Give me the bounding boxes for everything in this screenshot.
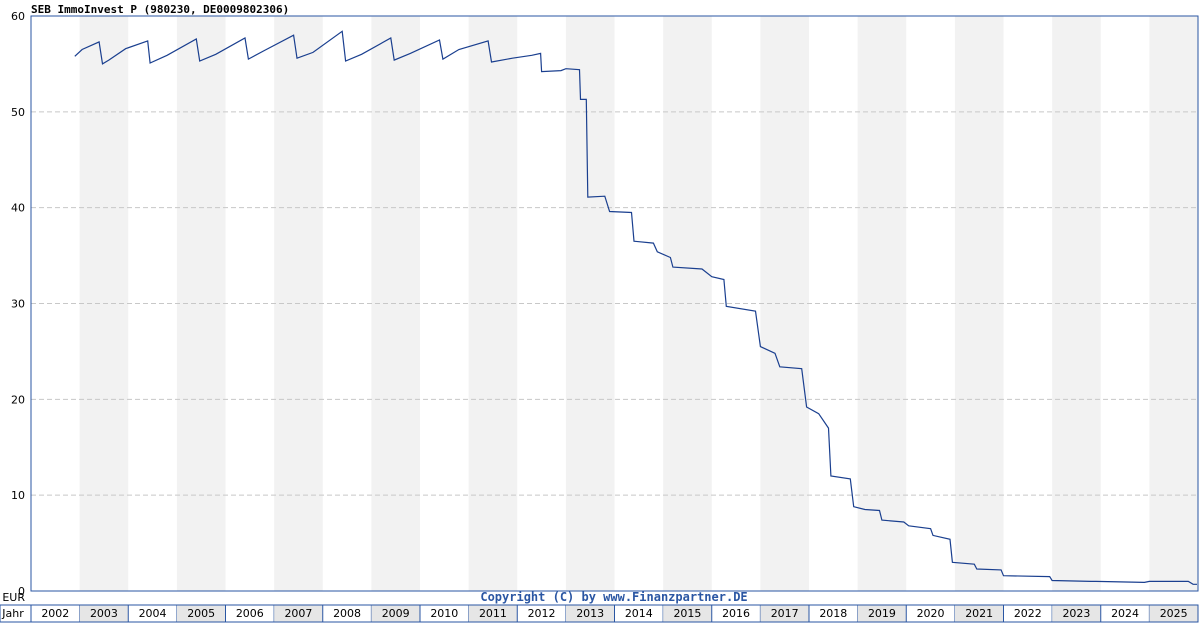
x-tick-label: 2014 xyxy=(625,607,653,620)
x-axis: 2002 2003 2004 2005 2006 2007 2008 2009 2010 2011… xyxy=(0,604,1199,623)
chart-title: SEB ImmoInvest P (980230, DE0009802306) xyxy=(31,3,289,16)
x-tick-label: 2007 xyxy=(284,607,312,620)
y-tick-label: 0 xyxy=(18,585,25,598)
x-axis-cell xyxy=(565,605,615,622)
x-tick-label: 2012 xyxy=(528,607,556,620)
x-axis-cell xyxy=(1149,605,1198,622)
x-tick-label: 2025 xyxy=(1160,607,1188,620)
x-tick-label: 2008 xyxy=(333,607,361,620)
x-tick-label: 2004 xyxy=(139,607,167,620)
x-axis-cell xyxy=(857,605,907,622)
x-tick-label: 2018 xyxy=(819,607,847,620)
x-axis-cell xyxy=(468,605,518,622)
x-axis-cell xyxy=(760,605,809,622)
x-tick-label: 2006 xyxy=(236,607,264,620)
x-tick-label: 2021 xyxy=(965,607,993,620)
year-band xyxy=(1149,16,1198,591)
x-tick-label: 2003 xyxy=(90,607,118,620)
x-tick-label: 2013 xyxy=(576,607,604,620)
x-axis-label: Jahr xyxy=(1,607,24,620)
copyright-link[interactable]: Copyright (C) by www.Finanzpartner.DE xyxy=(480,590,747,604)
x-axis-cell xyxy=(663,605,712,622)
y-tick-label: 10 xyxy=(11,489,25,502)
x-tick-label: 2024 xyxy=(1111,607,1139,620)
x-tick-label: 2022 xyxy=(1014,607,1042,620)
x-tick-label: 2002 xyxy=(41,607,69,620)
x-axis-cell xyxy=(371,605,420,622)
x-tick-label: 2020 xyxy=(917,607,945,620)
x-tick-label: 2015 xyxy=(673,607,701,620)
x-tick-label: 2019 xyxy=(868,607,896,620)
x-tick-label: 2023 xyxy=(1062,607,1090,620)
x-axis-cell xyxy=(176,605,226,622)
x-tick-label: 2017 xyxy=(771,607,799,620)
y-tick-label: 20 xyxy=(11,393,25,406)
plot-frame xyxy=(30,15,1199,592)
y-axis-label: EUR xyxy=(2,591,25,604)
x-tick-label: 2016 xyxy=(722,607,750,620)
y-tick-label: 60 xyxy=(11,10,25,23)
x-tick-label: 2009 xyxy=(382,607,410,620)
x-axis-cell xyxy=(274,605,323,622)
series-line xyxy=(74,30,1197,585)
y-axis-ticks: 0 10 20 30 40 50 60 xyxy=(11,10,25,598)
x-tick-label: 2010 xyxy=(430,607,458,620)
year-band xyxy=(565,16,615,591)
x-tick-label: 2011 xyxy=(479,607,507,620)
y-tick-label: 40 xyxy=(11,202,25,215)
year-band xyxy=(468,16,518,591)
x-axis-cell xyxy=(1052,605,1101,622)
year-band xyxy=(1052,16,1101,591)
x-axis-cell xyxy=(954,605,1004,622)
x-axis-cell xyxy=(79,605,129,622)
y-tick-label: 50 xyxy=(11,106,25,119)
y-tick-label: 30 xyxy=(11,298,25,311)
x-tick-label: 2005 xyxy=(187,607,215,620)
